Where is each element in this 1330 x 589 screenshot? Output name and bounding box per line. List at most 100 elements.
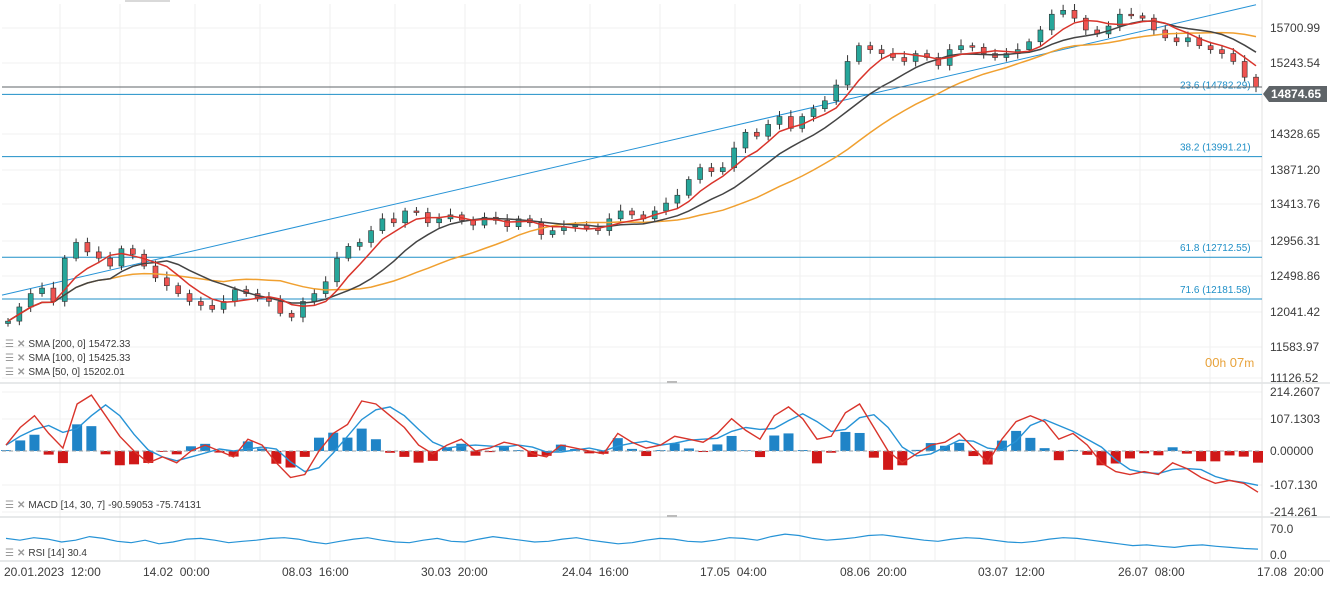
macd-hist-bar <box>683 448 694 451</box>
candle-body <box>1241 61 1248 78</box>
macd-hist-bar <box>1053 450 1064 461</box>
price-tick-label: 11583.97 <box>1270 340 1319 354</box>
macd-hist-bar <box>15 440 26 451</box>
macd-hist-bar <box>29 434 40 451</box>
close-icon[interactable]: ✕ <box>16 500 26 511</box>
candle-body <box>685 179 692 196</box>
macd-hist-bar <box>1224 450 1235 456</box>
fib-level-label: 61.8 (12712.55) <box>1180 243 1251 254</box>
macd-hist-bar <box>129 450 140 465</box>
candle-body <box>924 53 930 58</box>
candle-body <box>84 242 91 253</box>
settings-icon[interactable]: ☰ <box>5 500 14 511</box>
sma-100-legend[interactable]: ☰ ✕ SMA [100, 0] 15425.33 <box>5 353 130 364</box>
candle-body <box>73 242 79 259</box>
candle-body <box>413 210 420 213</box>
macd-hist-bar <box>669 443 680 451</box>
macd-hist-bar <box>171 450 182 455</box>
candle-body <box>277 301 284 314</box>
macd-tick-label: -214.261 <box>1270 505 1318 519</box>
candle-body <box>810 108 817 117</box>
candle-body <box>617 210 624 220</box>
macd-hist-bar <box>370 439 381 451</box>
macd-hist-bar <box>1025 437 1036 451</box>
macd-legend[interactable]: ☰ ✕ MACD [14, 30, 7] -90.59053 -75.74131 <box>5 500 201 511</box>
macd-hist-bar <box>498 445 509 451</box>
macd-hist-bar <box>456 443 467 451</box>
candle-body <box>1128 13 1134 17</box>
settings-icon[interactable]: ☰ <box>5 548 14 559</box>
macd-hist-bar <box>883 450 894 470</box>
last-price-badge: 14874.65 <box>1263 86 1328 102</box>
macd-tick-label: 0.00000 <box>1270 444 1314 458</box>
time-tick-label: 08.03 16:00 <box>282 565 349 579</box>
candle-body <box>334 257 340 283</box>
macd-hist-bar <box>769 435 780 451</box>
sma-50-legend[interactable]: ☰ ✕ SMA [50, 0] 15202.01 <box>5 367 125 378</box>
rsi-tick-label: 0.0 <box>1270 548 1287 562</box>
candle-body <box>719 167 726 172</box>
macd-hist-bar <box>612 438 623 451</box>
macd-hist-bar <box>484 450 495 453</box>
macd-hist-bar <box>257 448 268 451</box>
macd-hist-bar <box>356 428 367 451</box>
price-tick-label: 11126.52 <box>1270 371 1319 385</box>
close-icon[interactable]: ✕ <box>16 367 26 378</box>
candle-body <box>27 293 34 308</box>
candle-body <box>5 320 11 324</box>
time-tick-label: 26.07 08:00 <box>1118 565 1185 579</box>
candle-body <box>1173 37 1180 43</box>
macd-hist-bar <box>1238 450 1249 457</box>
price-tick-label: 14328.65 <box>1270 127 1320 141</box>
candle-body <box>1219 49 1225 54</box>
close-icon[interactable]: ✕ <box>16 339 26 350</box>
sma-200-legend[interactable]: ☰ ✕ SMA [200, 0] 15472.33 <box>5 339 130 350</box>
candle-body <box>198 301 204 306</box>
rsi-legend[interactable]: ☰ ✕ RSI [14] 30.4 <box>5 548 87 559</box>
settings-icon[interactable]: ☰ <box>5 353 14 364</box>
candle-body <box>935 57 942 66</box>
macd-hist-bar <box>342 437 353 451</box>
settings-icon[interactable]: ☰ <box>5 367 14 378</box>
macd-hist-bar <box>72 424 83 451</box>
candle-body <box>629 210 635 216</box>
price-tick-label: 12498.86 <box>1270 269 1320 283</box>
sma-50-name: SMA [50, 0] <box>28 367 81 378</box>
macd-name: MACD [14, 30, 7] <box>28 500 106 511</box>
time-tick-label: 20.01.2023 12:00 <box>4 565 101 579</box>
close-icon[interactable]: ✕ <box>16 353 26 364</box>
macd-hist-bar <box>1181 450 1192 454</box>
macd-hist-bar <box>598 450 609 454</box>
settings-icon[interactable]: ☰ <box>5 339 14 350</box>
macd-hist-bar <box>1039 448 1050 451</box>
candle-body <box>1003 53 1010 58</box>
macd-hist-bar <box>996 440 1007 451</box>
macd-hist-bar <box>143 450 154 463</box>
candle-body <box>753 131 760 137</box>
macd-hist-bar <box>43 450 54 455</box>
candle-body <box>402 210 408 224</box>
macd-hist-bar <box>1139 450 1150 454</box>
candle-body <box>300 301 306 318</box>
macd-hist-bar <box>1210 450 1221 462</box>
price-tick-label: 12041.42 <box>1270 305 1320 319</box>
candle-body <box>776 116 783 125</box>
close-icon[interactable]: ✕ <box>16 548 26 559</box>
macd-hist-bar <box>1253 450 1263 463</box>
candle-body <box>39 287 45 294</box>
macd-hist-bar <box>413 450 424 463</box>
candle-body <box>107 257 113 267</box>
sma-50-value: 15202.01 <box>83 367 125 378</box>
candle-body <box>833 84 840 102</box>
time-tick-label: 14.02 00:00 <box>143 565 210 579</box>
sma-200-value: 15472.33 <box>88 339 131 350</box>
panel-tab[interactable] <box>125 0 170 2</box>
countdown-minutes-unit: m <box>1244 356 1255 370</box>
candle-body <box>152 265 159 279</box>
macd-hist-bar <box>584 450 595 454</box>
trendline <box>1 4 1257 296</box>
candle-body <box>1083 17 1089 31</box>
macd-tick-label: 107.1303 <box>1270 412 1320 426</box>
